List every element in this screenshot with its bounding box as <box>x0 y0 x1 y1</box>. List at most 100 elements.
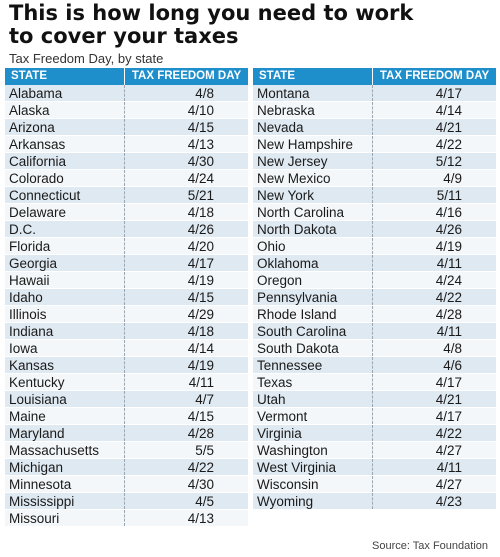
date-cell: 4/15 <box>124 408 248 424</box>
table-row: Nebraska 4/14 <box>253 102 496 119</box>
state-cell: New York <box>257 188 315 203</box>
date-cell: 4/18 <box>124 204 248 220</box>
state-cell: Arkansas <box>9 137 66 152</box>
date-cell: 4/23 <box>372 493 496 509</box>
table-row: Mississippi 4/5 <box>5 493 248 510</box>
table-row: Wisconsin 4/27 <box>253 476 496 493</box>
table-row: Maryland 4/28 <box>5 425 248 442</box>
date-cell: 4/7 <box>124 391 248 407</box>
header-date: TAX FREEDOM DAY <box>124 68 248 85</box>
state-cell: California <box>9 154 67 169</box>
table-row: Idaho 4/15 <box>5 289 248 306</box>
date-cell: 4/24 <box>372 272 496 288</box>
table-row: Georgia 4/17 <box>5 255 248 272</box>
state-cell: Rhode Island <box>257 307 337 322</box>
state-cell: Alaska <box>9 103 50 118</box>
state-cell: New Jersey <box>257 154 328 169</box>
date-cell: 4/8 <box>372 340 496 356</box>
state-cell: Michigan <box>9 460 64 475</box>
date-cell: 4/22 <box>372 425 496 441</box>
state-cell: Idaho <box>9 290 43 305</box>
date-cell: 4/19 <box>372 238 496 254</box>
date-cell: 4/30 <box>124 153 248 169</box>
table-row: Washington 4/27 <box>253 442 496 459</box>
table-row: Arkansas 4/13 <box>5 136 248 153</box>
state-cell: Colorado <box>9 171 64 186</box>
date-cell: 4/22 <box>372 289 496 305</box>
state-cell: Minnesota <box>9 477 72 492</box>
date-cell: 4/8 <box>124 85 248 101</box>
state-cell: Alabama <box>9 86 63 101</box>
table-row: Maine 4/15 <box>5 408 248 425</box>
table-row: Minnesota 4/30 <box>5 476 248 493</box>
table-header: STATE TAX FREEDOM DAY <box>5 68 248 85</box>
date-cell: 4/19 <box>124 272 248 288</box>
date-cell: 4/15 <box>124 289 248 305</box>
date-cell: 4/17 <box>372 85 496 101</box>
date-cell: 4/13 <box>124 510 248 526</box>
state-cell: Hawaii <box>9 273 50 288</box>
date-cell: 4/5 <box>124 493 248 509</box>
state-cell: Utah <box>257 392 286 407</box>
state-cell: West Virginia <box>257 460 337 475</box>
table-row: South Carolina 4/11 <box>253 323 496 340</box>
table-row: Alaska 4/10 <box>5 102 248 119</box>
table-row: South Dakota 4/8 <box>253 340 496 357</box>
date-cell: 4/26 <box>372 221 496 237</box>
table-row: Nevada 4/21 <box>253 119 496 136</box>
state-cell: Delaware <box>9 205 67 220</box>
state-cell: D.C. <box>9 222 36 237</box>
date-cell: 4/9 <box>372 170 496 186</box>
chart-subtitle: Tax Freedom Day, by state <box>9 51 164 66</box>
date-cell: 4/11 <box>372 459 496 475</box>
date-cell: 4/24 <box>124 170 248 186</box>
state-cell: South Dakota <box>257 341 339 356</box>
state-cell: Illinois <box>9 307 47 322</box>
state-cell: Nebraska <box>257 103 315 118</box>
state-cell: Indiana <box>9 324 54 339</box>
date-cell: 4/21 <box>372 119 496 135</box>
date-cell: 4/22 <box>372 136 496 152</box>
table-row: Ohio 4/19 <box>253 238 496 255</box>
state-cell: Pennsylvania <box>257 290 338 305</box>
state-cell: Florida <box>9 239 51 254</box>
date-cell: 5/11 <box>372 187 496 203</box>
state-cell: Arizona <box>9 120 55 135</box>
table-row: New Mexico 4/9 <box>253 170 496 187</box>
date-cell: 5/21 <box>124 187 248 203</box>
table-row: Kansas 4/19 <box>5 357 248 374</box>
table-row: New York 5/11 <box>253 187 496 204</box>
date-cell: 4/26 <box>124 221 248 237</box>
state-cell: Louisiana <box>9 392 67 407</box>
table-row: Colorado 4/24 <box>5 170 248 187</box>
table-row: Pennsylvania 4/22 <box>253 289 496 306</box>
state-cell: Virginia <box>257 426 302 441</box>
table-row: Tennessee 4/6 <box>253 357 496 374</box>
state-cell: Tennessee <box>257 358 323 373</box>
date-cell: 4/28 <box>124 425 248 441</box>
state-cell: Oregon <box>257 273 303 288</box>
state-cell: Maine <box>9 409 46 424</box>
table-row: Iowa 4/14 <box>5 340 248 357</box>
header-date: TAX FREEDOM DAY <box>372 68 496 85</box>
date-cell: 4/6 <box>372 357 496 373</box>
state-cell: Massachusetts <box>9 443 100 458</box>
date-cell: 4/14 <box>372 102 496 118</box>
table-right: STATE TAX FREEDOM DAY Montana 4/17 Nebrask… <box>253 68 496 510</box>
date-cell: 4/30 <box>124 476 248 492</box>
table-row: New Jersey 5/12 <box>253 153 496 170</box>
state-cell: Ohio <box>257 239 286 254</box>
table-row: Delaware 4/18 <box>5 204 248 221</box>
date-cell: 4/17 <box>124 255 248 271</box>
state-cell: Connecticut <box>9 188 81 203</box>
table-row: Missouri 4/13 <box>5 510 248 527</box>
date-cell: 4/19 <box>124 357 248 373</box>
date-cell: 4/14 <box>124 340 248 356</box>
table-row: Montana 4/17 <box>253 85 496 102</box>
state-cell: Kansas <box>9 358 55 373</box>
table-row: New Hampshire 4/22 <box>253 136 496 153</box>
state-cell: Wyoming <box>257 494 314 509</box>
table-row: Vermont 4/17 <box>253 408 496 425</box>
column-divider <box>250 68 251 527</box>
date-cell: 4/17 <box>372 408 496 424</box>
